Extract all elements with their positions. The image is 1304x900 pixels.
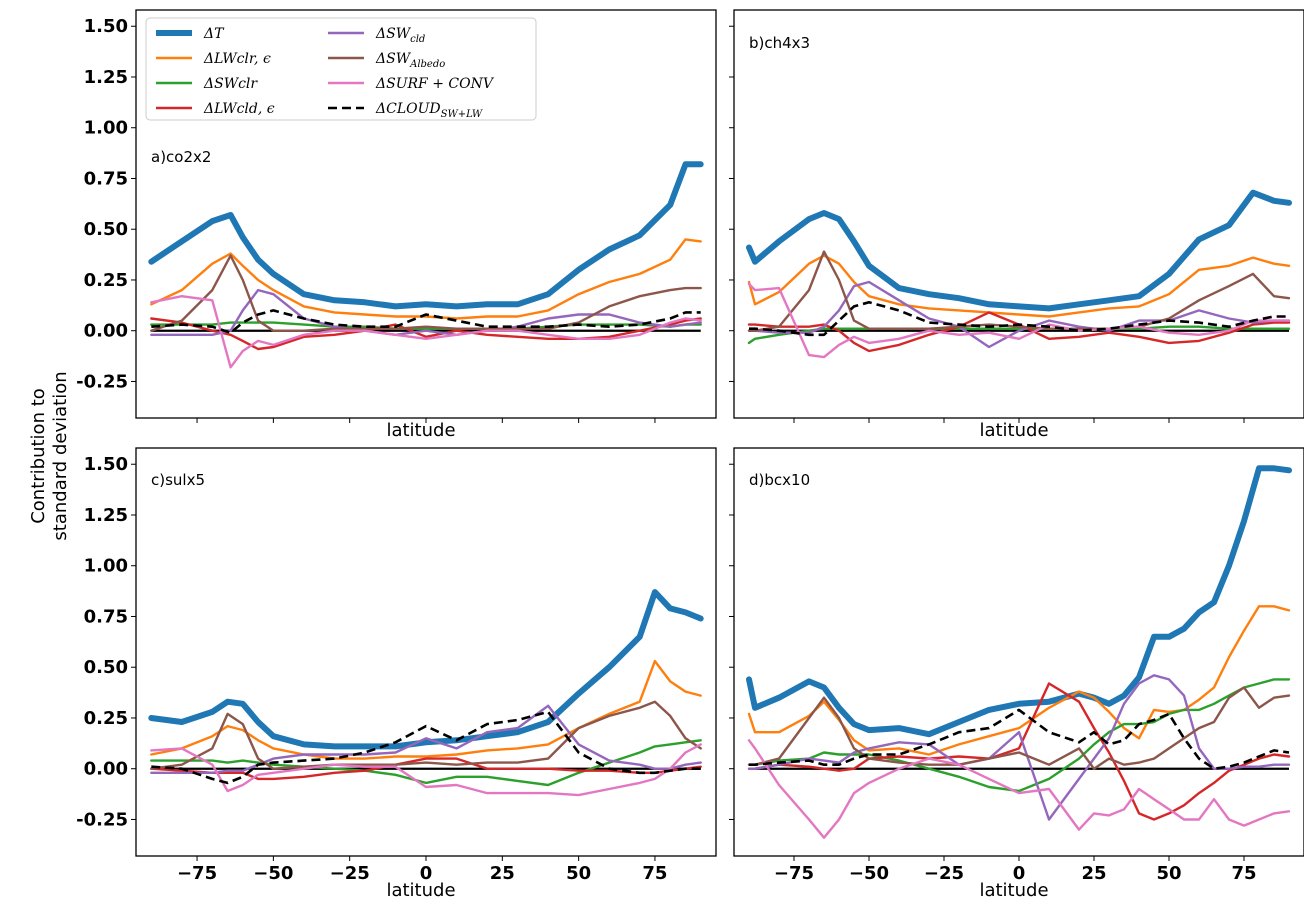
series-line <box>747 686 1291 770</box>
y-tick-label: -0.25 <box>76 809 128 830</box>
legend: ΔT ΔLWclr, ϵ ΔSWclr ΔLWcld, ϵ ΔSWcld ΔSWAlbed… <box>145 17 537 121</box>
x-tick-label: 50 <box>1156 863 1181 884</box>
plot-frame <box>733 447 1304 857</box>
series-line <box>747 678 1291 793</box>
x-tick-label: −75 <box>774 863 814 884</box>
series-line <box>747 311 1291 353</box>
legend-label: ΔLWclr, ϵ <box>203 51 271 67</box>
series-line <box>150 743 702 797</box>
legend-box <box>145 17 537 121</box>
series-line <box>151 710 701 785</box>
x-axis-label: latitude <box>386 420 455 441</box>
y-tick-label: 1.50 <box>84 16 128 37</box>
y-tick-label: 0.25 <box>84 270 128 291</box>
x-tick-label: −25 <box>924 863 964 884</box>
x-tick-label: 25 <box>490 863 515 884</box>
series-line <box>150 739 702 787</box>
y-tick-label: 0.50 <box>84 219 128 240</box>
chart-panel: -0.25 0.00 0.25 0.50 0.75 1.00 1.25 1.50 −75 −50 −… <box>76 447 717 900</box>
legend-label: ΔSWclr <box>203 76 258 92</box>
series-line <box>150 254 702 332</box>
y-tick-label: 0.00 <box>84 759 128 780</box>
plot-frame <box>135 447 717 857</box>
panel-title: a)co2x2 <box>151 148 211 166</box>
panel-title: c)sulx5 <box>151 471 205 489</box>
chart-panel: −75 −50 −25 0 25 50 75 d)bcx10 latitude <box>729 447 1304 900</box>
series-line <box>747 605 1291 756</box>
legend-label: ΔT <box>203 26 225 42</box>
series-line <box>150 288 702 336</box>
y-axis-label-line2: standard deviation <box>50 371 71 540</box>
x-tick-label: 75 <box>642 863 667 884</box>
x-tick-label: 25 <box>1081 863 1106 884</box>
y-tick-label: 1.25 <box>84 67 128 88</box>
series-line <box>747 325 1291 345</box>
x-axis-label: latitude <box>386 880 455 900</box>
y-tick-label: 0.00 <box>84 321 128 342</box>
y-tick-label: 1.25 <box>84 505 128 526</box>
plot-frame <box>733 9 1304 419</box>
x-axis-label: latitude <box>979 420 1048 441</box>
series-line <box>749 708 1290 771</box>
series-line <box>749 300 1289 337</box>
y-tick-label: 0.75 <box>84 606 128 627</box>
y-axis-label-line1: Contribution to <box>28 388 49 524</box>
chart-panel: b)ch4x3 latitude <box>729 9 1304 441</box>
legend-label: ΔLWcld, ϵ <box>203 101 275 117</box>
y-tick-label: 1.00 <box>84 118 128 139</box>
series-line <box>747 682 1291 821</box>
x-tick-label: 75 <box>1231 863 1256 884</box>
series-line <box>150 317 702 351</box>
x-tick-label: 50 <box>566 863 591 884</box>
series-line <box>747 250 1291 332</box>
series-line <box>746 189 1292 312</box>
x-tick-label: −50 <box>849 863 889 884</box>
series-line <box>148 589 704 750</box>
x-tick-label: 0 <box>1013 863 1026 884</box>
x-tick-label: 0 <box>420 863 433 884</box>
y-tick-label: 1.50 <box>84 454 128 475</box>
series-line <box>148 161 704 310</box>
legend-label: ΔSWAlbedo <box>375 51 445 70</box>
series-line <box>150 295 702 369</box>
y-tick-label: 0.50 <box>84 657 128 678</box>
chart-panel: -0.25 0.00 0.25 0.50 0.75 1.00 1.25 1.50 a)co2x2… <box>76 9 717 441</box>
series-line <box>150 659 702 760</box>
x-axis-label: latitude <box>979 880 1048 900</box>
legend-label: ΔCLOUDSW+LW <box>375 101 483 120</box>
y-tick-label: -0.25 <box>76 371 128 392</box>
series-line <box>747 282 1291 359</box>
plot-frame <box>135 9 717 419</box>
series-line <box>150 704 702 774</box>
y-tick-label: 0.75 <box>84 168 128 189</box>
series-line <box>150 700 702 770</box>
series-line <box>150 238 702 320</box>
panel-title: d)bcx10 <box>749 471 810 489</box>
y-tick-label: 1.00 <box>84 556 128 577</box>
legend-label: ΔSURF + CONV <box>375 76 495 92</box>
series-line <box>746 465 1292 738</box>
series-line <box>747 739 1291 839</box>
y-tick-label: 0.25 <box>84 708 128 729</box>
x-tick-label: −25 <box>330 863 370 884</box>
x-tick-label: −50 <box>253 863 293 884</box>
legend-label: ΔSWcld <box>375 26 425 45</box>
series-line <box>151 309 701 335</box>
series-line <box>747 280 1291 349</box>
panel-title: b)ch4x3 <box>749 34 810 52</box>
x-tick-label: −75 <box>177 863 217 884</box>
